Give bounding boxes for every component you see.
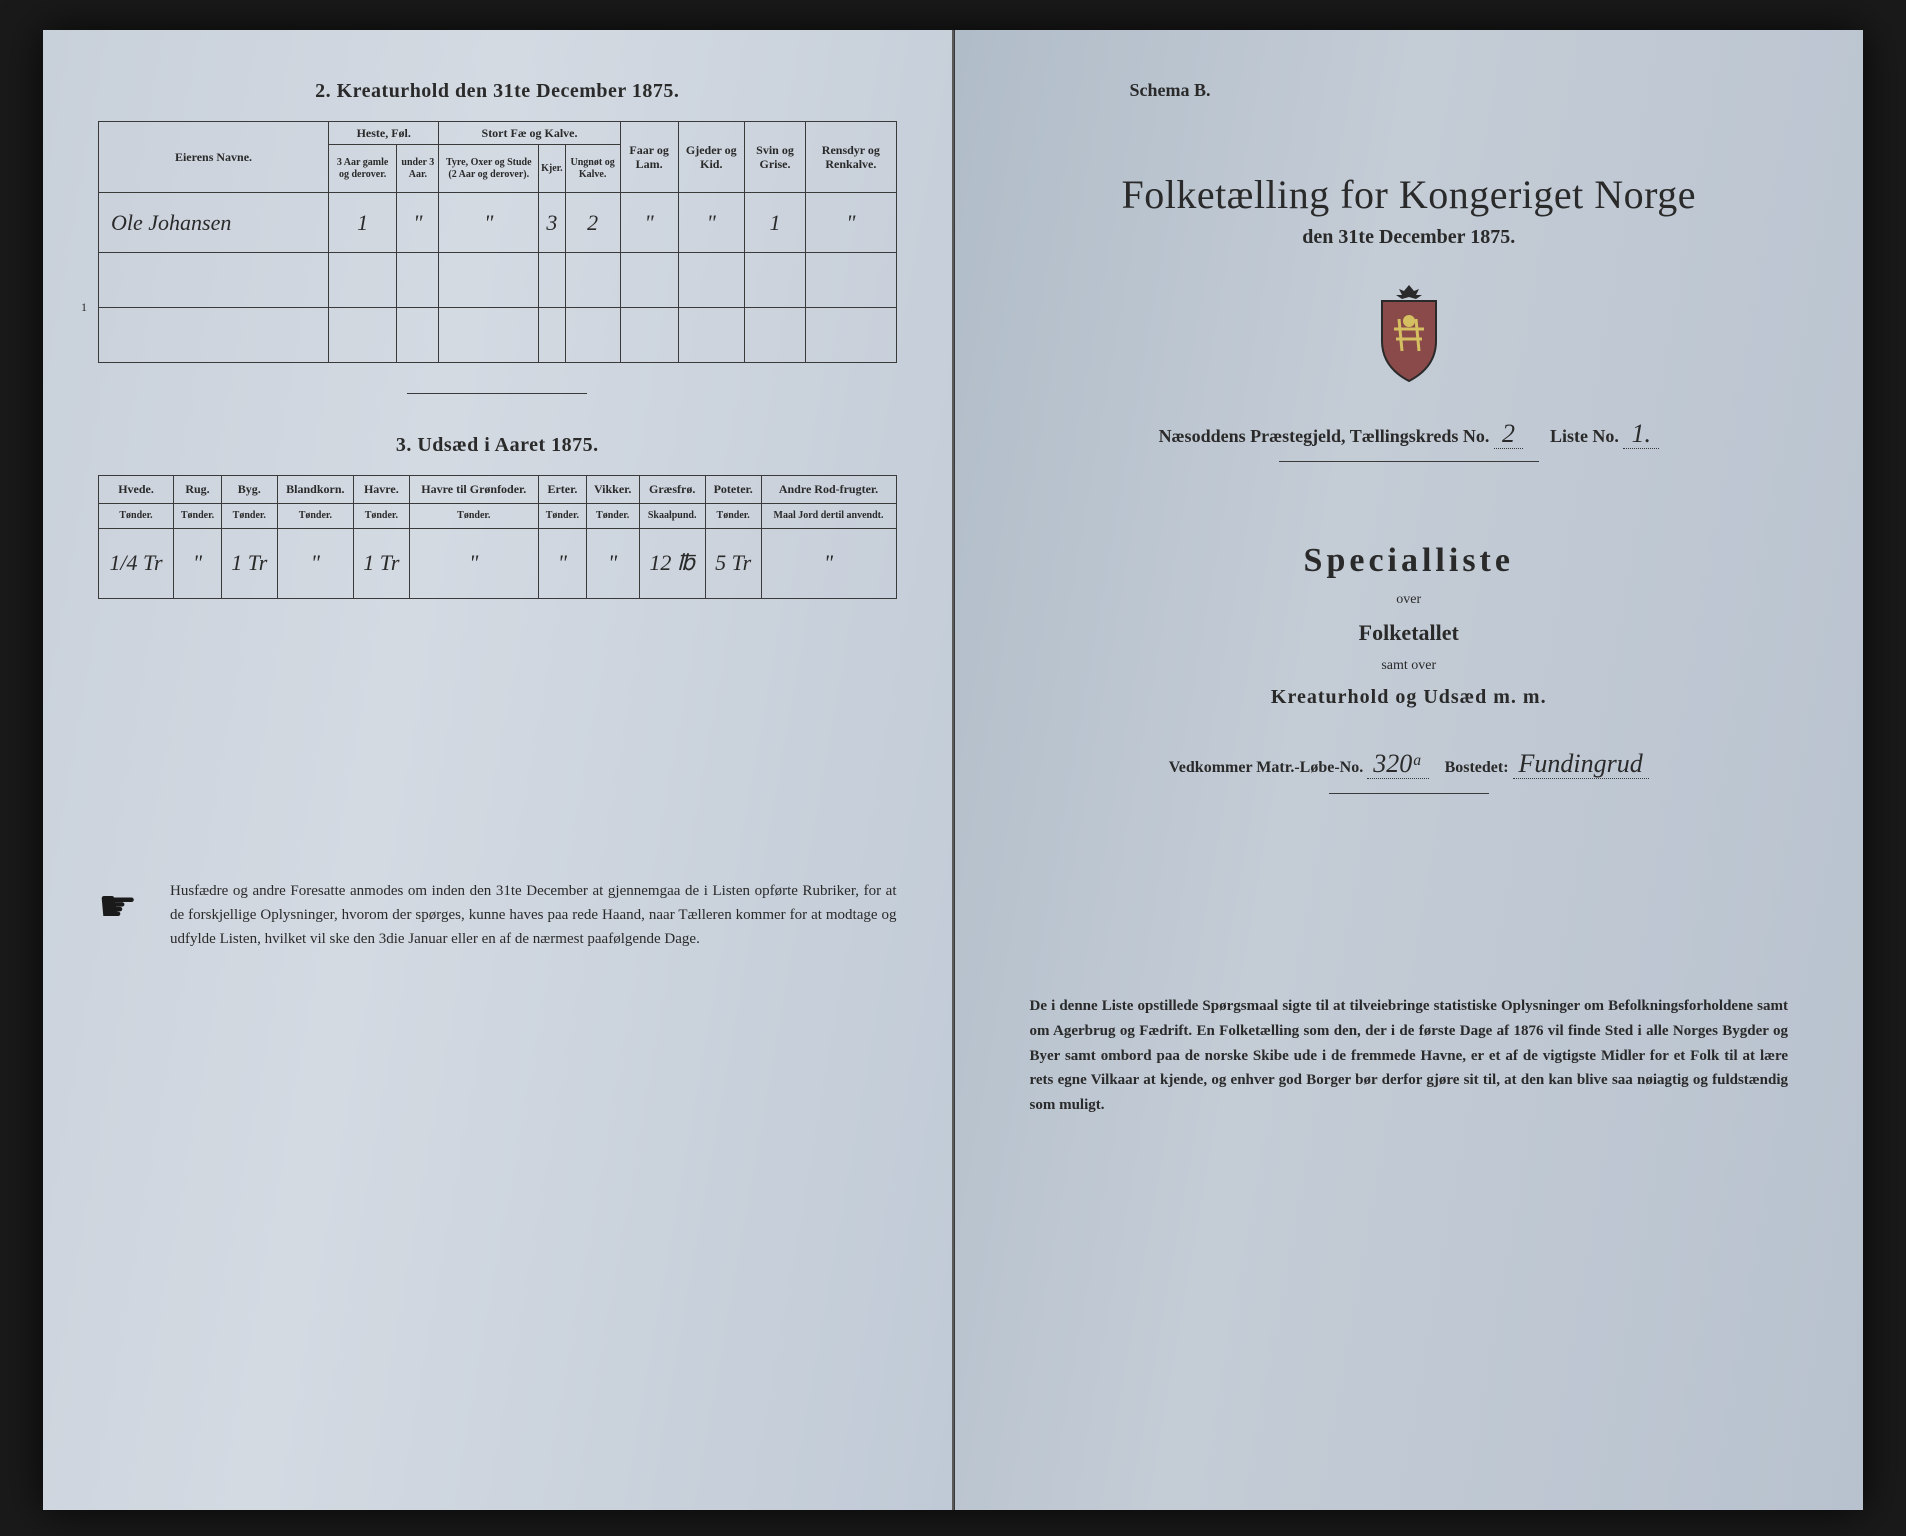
divider [1279,461,1539,462]
h-rodfrugter: Andre Rod-frugter. [761,476,896,503]
cell-owner: Ole Johansen [99,193,329,253]
table-row: 1/4 Tr " 1 Tr " 1 Tr " " " 12 ℔ 5 Tr " [99,528,897,598]
h-hvede: Hvede. [99,476,174,503]
sub-heste1: 3 Aar gamle og derover. [329,145,397,193]
liste-number: 1. [1623,419,1659,449]
over-text: over [1010,592,1809,608]
s3: Tønder. [277,503,353,528]
subheader-row: Tønder. Tønder. Tønder. Tønder. Tønder. … [99,503,897,528]
h-blandkorn: Blandkorn. [277,476,353,503]
s8: Skaalpund. [639,503,705,528]
s4: Tønder. [354,503,410,528]
vedkommer-line: Vedkommer Matr.-Løbe-No. 320ᵃ Bostedet: … [1010,749,1809,779]
s5: Tønder. [409,503,538,528]
s7: Tønder. [586,503,639,528]
bostedet-label: Bostedet: [1445,759,1509,776]
c6: " [538,528,586,598]
right-page: Schema B. Folketælling for Kongeriget No… [954,30,1864,1510]
s2: Tønder. [221,503,277,528]
cell-stort2: 3 [539,193,566,253]
divider [1329,793,1489,794]
cell-faar: " [620,193,678,253]
cell-heste2: " [397,193,439,253]
col-stort: Stort Fæ og Kalve. [439,122,620,145]
main-title: Folketælling for Kongeriget Norge [1010,171,1809,218]
h-rug: Rug. [174,476,222,503]
col-gjeder: Gjeder og Kid. [678,122,744,193]
col-rens: Rensdyr og Renkalve. [806,122,896,193]
notice-box: ☛ Husfædre og andre Foresatte anmodes om… [98,879,897,951]
district-number: 2 [1494,419,1523,449]
coat-of-arms-icon [1364,279,1454,389]
h-vikker: Vikker. [586,476,639,503]
sowing-table: Hvede. Rug. Byg. Blandkorn. Havre. Havre… [98,475,897,598]
header-row: Hvede. Rug. Byg. Blandkorn. Havre. Havre… [99,476,897,503]
livestock-table: Eierens Navne. Heste, Føl. Stort Fæ og K… [98,121,897,363]
cell-heste1: 1 [329,193,397,253]
kreatur-title: Kreaturhold og Udsæd m. m. [1010,686,1809,709]
vedkommer-label: Vedkommer Matr.-Løbe-No. [1169,759,1364,776]
c3: " [277,528,353,598]
schema-label: Schema B. [1130,80,1809,101]
col-faar: Faar og Lam. [620,122,678,193]
section2-title: 2. Kreaturhold den 31te December 1875. [98,80,897,103]
h-poteter: Poteter. [705,476,761,503]
empty-row [99,308,897,363]
sub-stort3: Ungnøt og Kalve. [565,145,620,193]
s9: Tønder. [705,503,761,528]
c9: 5 Tr [705,528,761,598]
col-heste: Heste, Føl. [329,122,439,145]
district-label: Næsoddens Præstegjeld, Tællingskreds No. [1159,426,1490,446]
s10: Maal Jord dertil anvendt. [761,503,896,528]
left-page: 2. Kreaturhold den 31te December 1875. E… [43,30,954,1510]
district-line: Næsoddens Præstegjeld, Tællingskreds No.… [1010,419,1809,449]
notice-text: Husfædre og andre Foresatte anmodes om i… [170,879,897,951]
table-row: Ole Johansen 1 " " 3 2 " " 1 " [99,193,897,253]
section3-title: 3. Udsæd i Aaret 1875. [98,434,897,457]
bostedet-name: Fundingrud [1513,749,1649,779]
pointing-hand-icon: ☛ [98,881,137,932]
bottom-notice: De i denne Liste opstillede Spørgsmaal s… [1010,994,1809,1118]
h-erter: Erter. [538,476,586,503]
s6: Tønder. [538,503,586,528]
cell-rens: " [806,193,896,253]
c2: 1 Tr [221,528,277,598]
h-byg: Byg. [221,476,277,503]
specialliste-title: Specialliste [1010,542,1809,580]
divider [407,393,587,394]
c8: 12 ℔ [639,528,705,598]
c0: 1/4 Tr [99,528,174,598]
h-havre: Havre. [354,476,410,503]
folketallet-title: Folketallet [1010,620,1809,646]
cell-stort1: " [439,193,539,253]
liste-label: Liste No. [1550,426,1619,446]
side-number: 1 [81,300,87,315]
main-subtitle: den 31te December 1875. [1010,226,1809,249]
c7: " [586,528,639,598]
col-svin: Svin og Grise. [744,122,805,193]
cell-svin: 1 [744,193,805,253]
sub-heste2: under 3 Aar. [397,145,439,193]
empty-row [99,253,897,308]
c1: " [174,528,222,598]
c4: 1 Tr [354,528,410,598]
cell-gjeder: " [678,193,744,253]
sub-stort2: Kjer. [539,145,566,193]
s0: Tønder. [99,503,174,528]
h-graesfro: Græsfrø. [639,476,705,503]
s1: Tønder. [174,503,222,528]
cell-stort3: 2 [565,193,620,253]
census-book: 2. Kreaturhold den 31te December 1875. E… [43,30,1863,1510]
samt-over-text: samt over [1010,658,1809,674]
h-havre-gron: Havre til Grønfoder. [409,476,538,503]
c5: " [409,528,538,598]
col-owner: Eierens Navne. [99,122,329,193]
c10: " [761,528,896,598]
matr-number: 320ᵃ [1367,749,1428,779]
sub-stort1: Tyre, Oxer og Stude (2 Aar og derover). [439,145,539,193]
header-row-1: Eierens Navne. Heste, Føl. Stort Fæ og K… [99,122,897,145]
